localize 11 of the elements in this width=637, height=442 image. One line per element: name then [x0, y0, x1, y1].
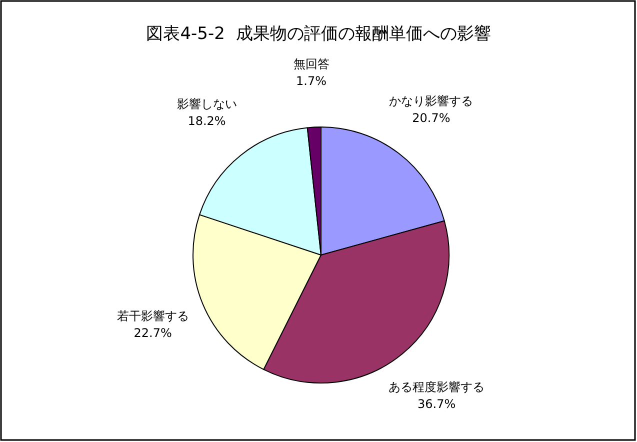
slice-label: かなり影響する: [389, 93, 474, 110]
slice-label: ある程度影響する: [388, 378, 485, 396]
data-label: 18.2%: [186, 113, 227, 130]
data-label: 22.7%: [132, 324, 173, 342]
slice-label: 無回答: [293, 56, 330, 74]
data-label: 36.7%: [416, 396, 457, 413]
chart-title: 図表4-5-2 成果物の評価の報酬単価への影響: [145, 23, 492, 45]
data-label: 20.7%: [411, 110, 452, 128]
slice-label: 影響しない: [176, 96, 237, 114]
slice-label: 若干影響する: [116, 308, 189, 325]
data-label: 1.7%: [295, 73, 328, 90]
